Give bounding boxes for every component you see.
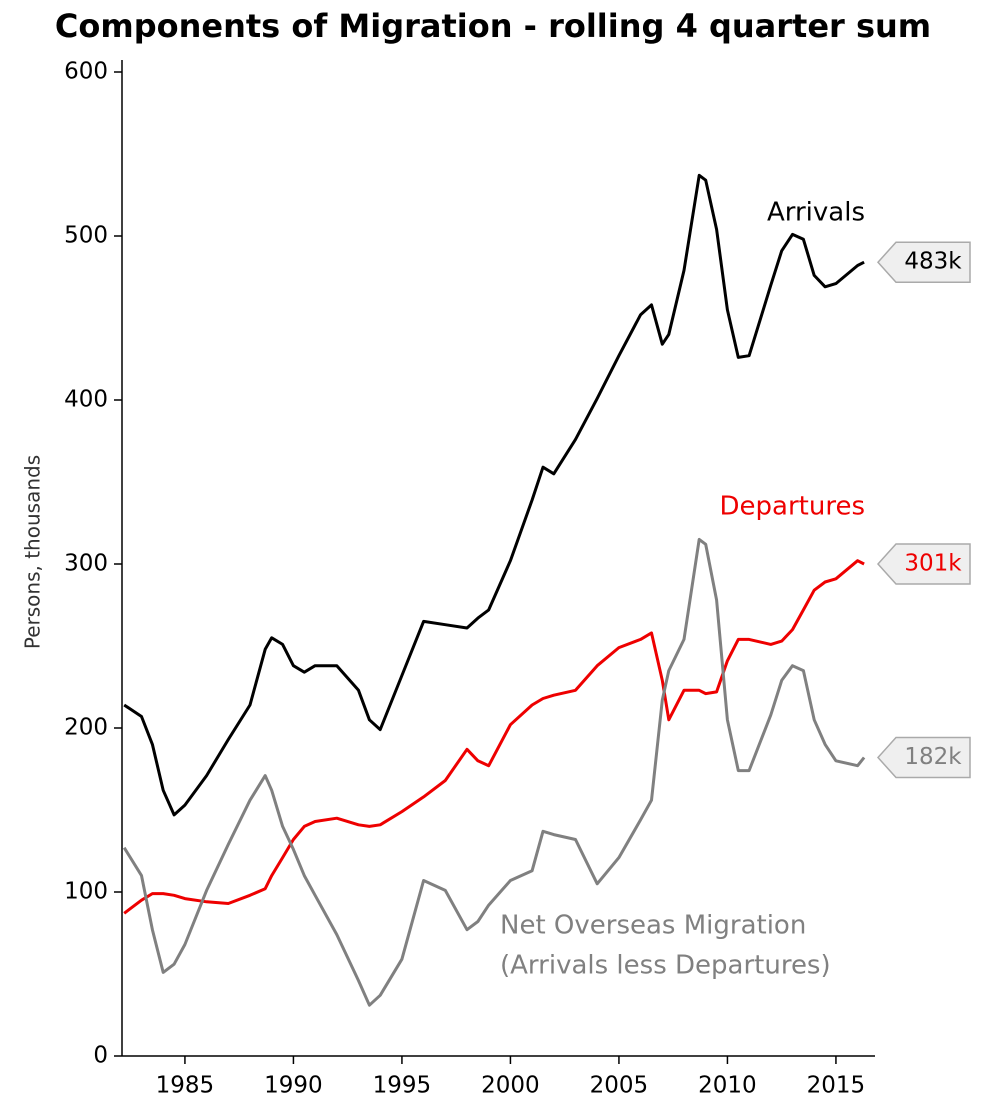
end-label: 301k xyxy=(904,551,962,577)
x-tick-label: 2010 xyxy=(698,1073,757,1099)
series-label: Arrivals xyxy=(767,198,865,228)
y-tick-label: 500 xyxy=(64,223,108,249)
y-tick-label: 100 xyxy=(64,879,108,905)
series-line xyxy=(123,173,865,817)
x-tick-label: 2015 xyxy=(807,1073,866,1099)
y-axis-label: Persons, thousands xyxy=(21,455,45,649)
end-label: 483k xyxy=(904,249,962,275)
y-tick-label: 400 xyxy=(64,387,108,413)
y-tick-label: 200 xyxy=(64,715,108,741)
series-label: Departures xyxy=(720,492,865,522)
x-tick-label: 1985 xyxy=(156,1073,215,1099)
y-tick-label: 600 xyxy=(64,59,108,85)
series-label: (Arrivals less Departures) xyxy=(500,951,831,981)
end-label-box xyxy=(876,543,971,585)
end-label-box xyxy=(876,736,971,779)
x-tick-label: 2000 xyxy=(481,1073,540,1099)
chart-title: Components of Migration - rolling 4 quar… xyxy=(55,7,931,45)
x-tick-label: 2005 xyxy=(590,1073,649,1099)
series-label: Net Overseas Migration xyxy=(500,911,806,941)
end-label: 182k xyxy=(904,744,962,770)
end-label-box xyxy=(876,241,971,283)
series-line xyxy=(122,537,866,1007)
x-tick-label: 1990 xyxy=(264,1073,323,1099)
y-tick-label: 300 xyxy=(64,551,108,577)
y-tick-label: 0 xyxy=(93,1043,108,1069)
x-tick-label: 1995 xyxy=(373,1073,432,1099)
series-line xyxy=(123,559,865,915)
